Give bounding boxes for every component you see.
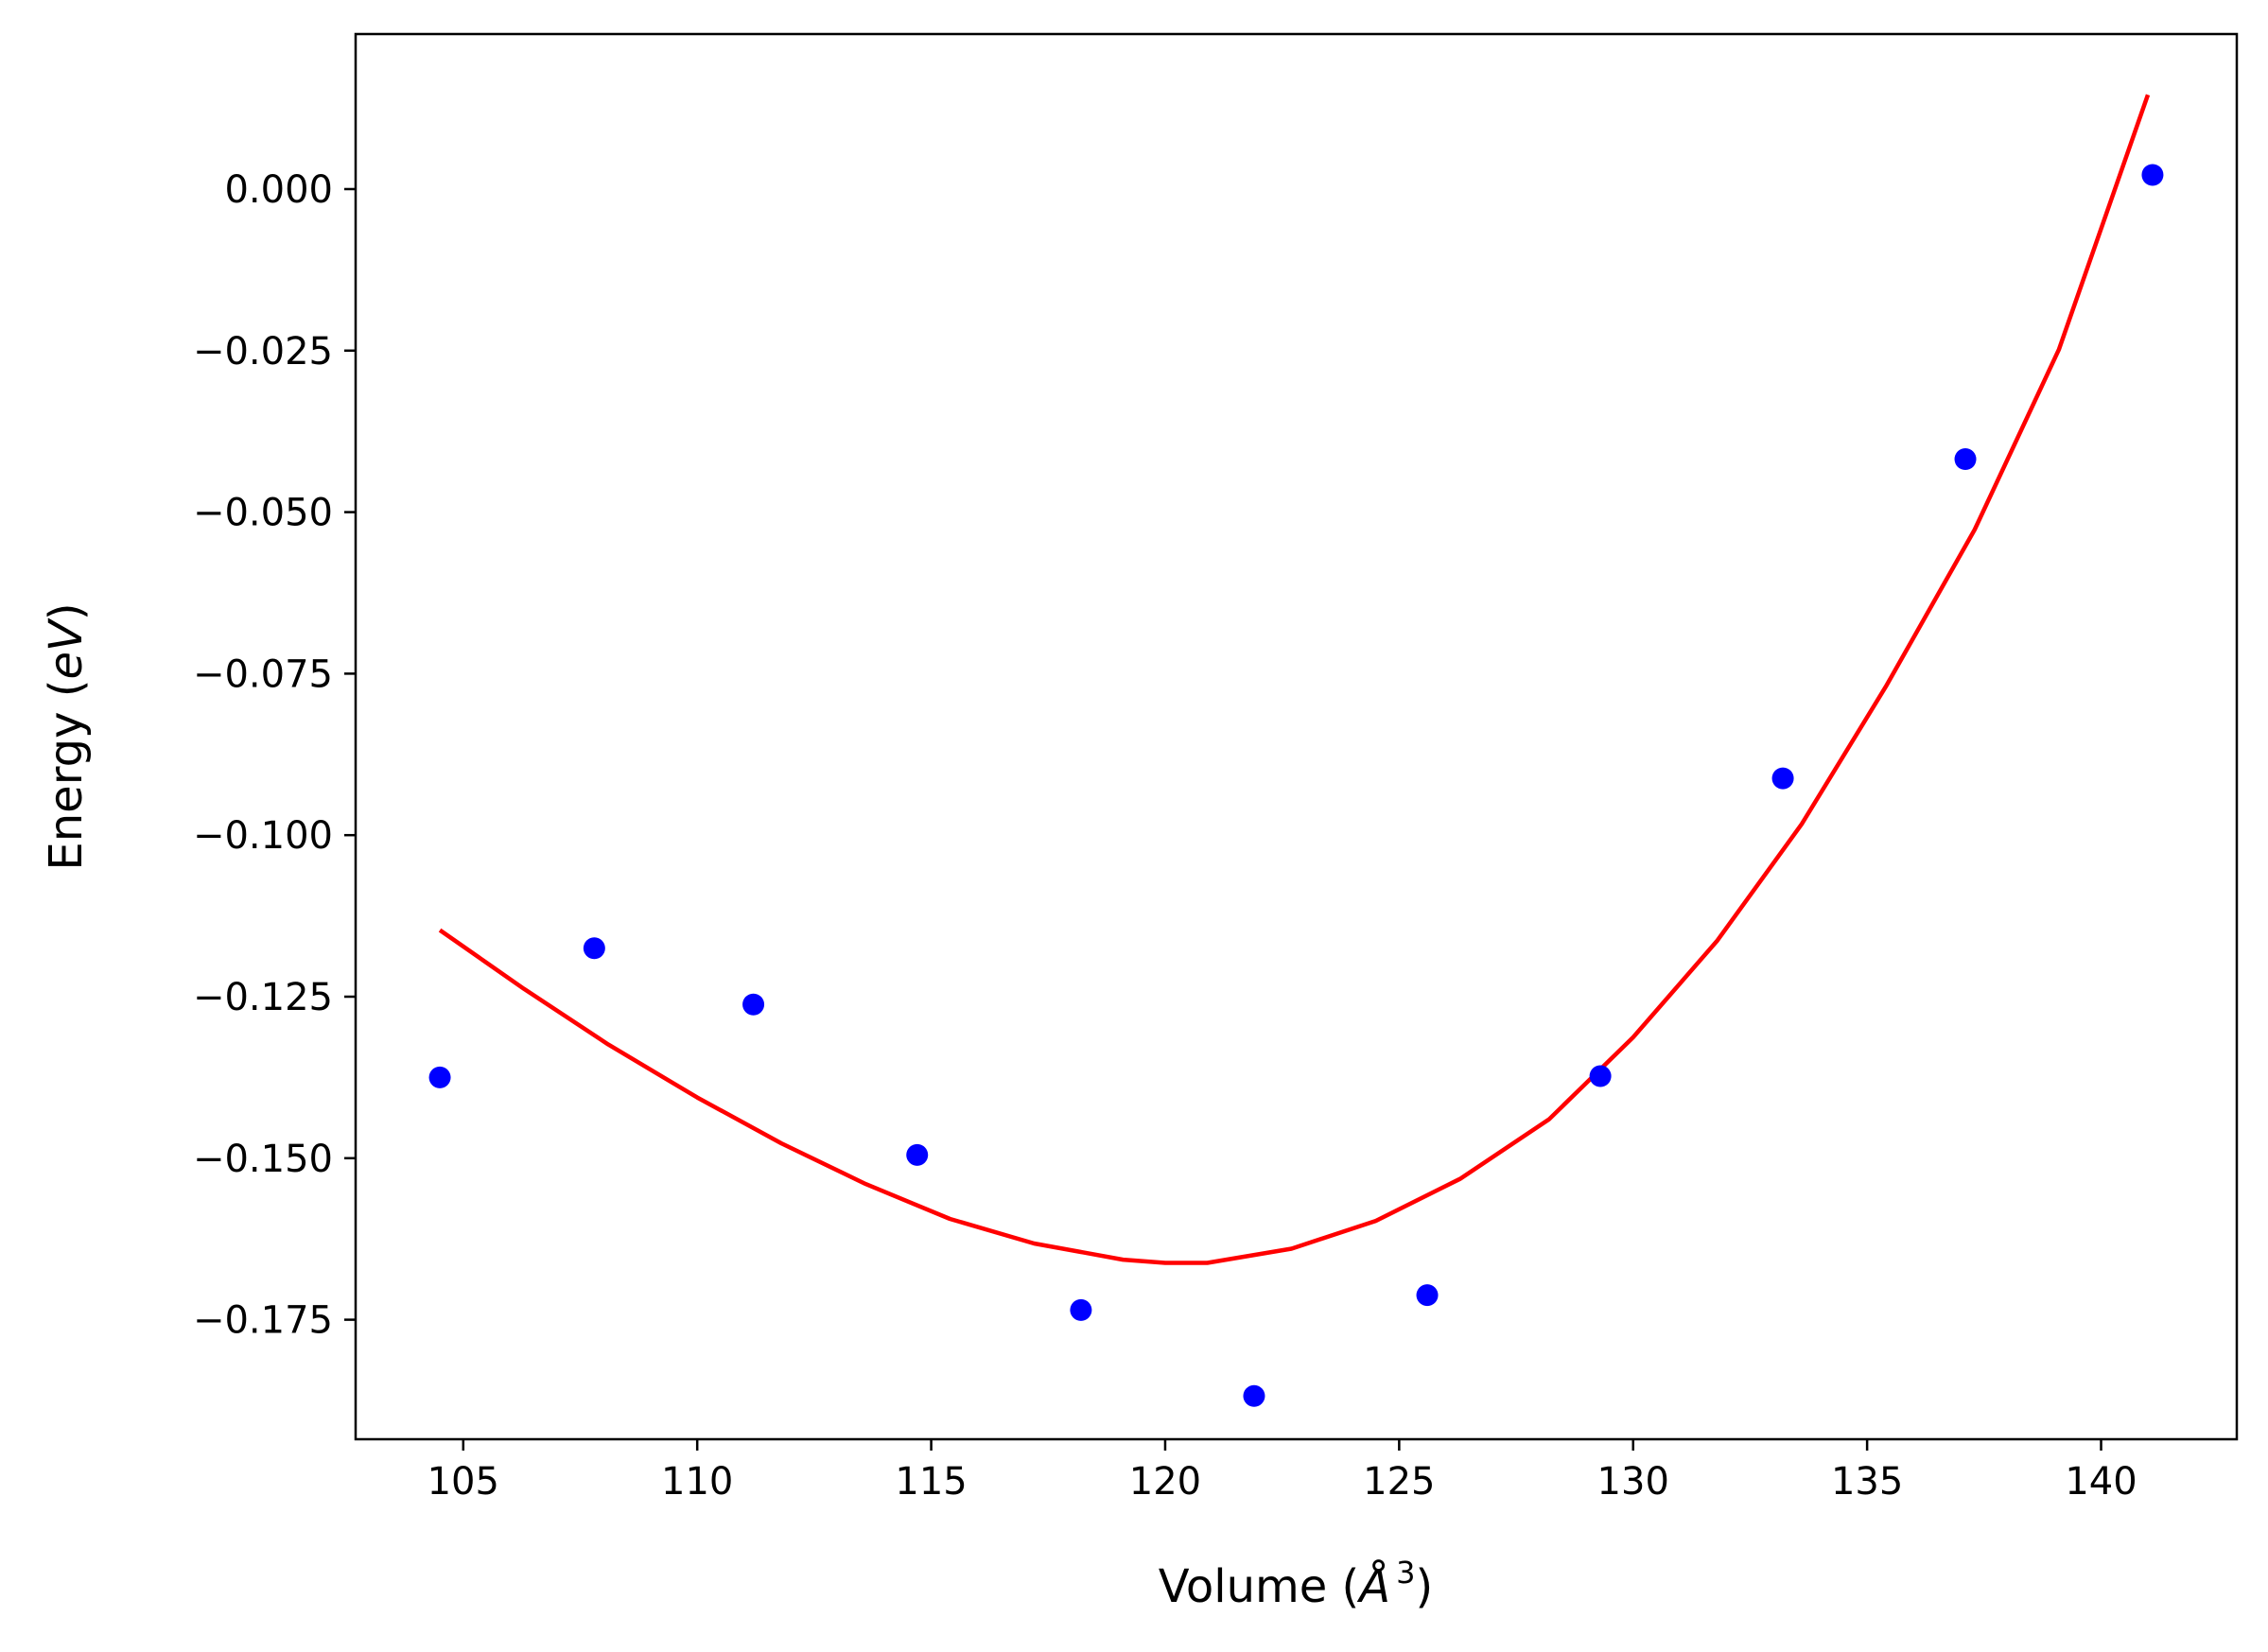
plot-frame bbox=[354, 32, 2239, 1441]
y-tick-label: −0.025 bbox=[193, 330, 333, 374]
data-point bbox=[2141, 164, 2164, 186]
x-tick-label: 135 bbox=[1831, 1460, 1903, 1504]
fit-curve-layer bbox=[438, 94, 2151, 1265]
y-axis-label-unit: eV bbox=[40, 617, 93, 680]
x-axis-label: Volume (Å 3) bbox=[1159, 1555, 1433, 1613]
data-point bbox=[1243, 1384, 1265, 1407]
x-tick-label: 115 bbox=[895, 1460, 967, 1504]
x-axis-ticks: 105 110 115 120 125 130 135 140 bbox=[427, 1439, 2137, 1504]
y-axis-label-close: ) bbox=[40, 602, 93, 620]
x-tick-label: 105 bbox=[427, 1460, 499, 1504]
y-axis-label: Energy (eV) bbox=[40, 602, 93, 870]
x-tick-label: 140 bbox=[2065, 1460, 2137, 1504]
data-point bbox=[1416, 1284, 1439, 1307]
x-axis-label-superscript: 3 bbox=[1396, 1555, 1415, 1591]
data-point bbox=[583, 937, 605, 960]
data-point bbox=[1771, 767, 1794, 790]
fit-curve bbox=[438, 94, 2151, 1265]
data-point bbox=[1070, 1298, 1092, 1321]
y-tick-label: −0.100 bbox=[193, 814, 333, 858]
y-axis-label-text: Energy ( bbox=[40, 680, 93, 871]
data-point bbox=[428, 1066, 451, 1088]
y-tick-label: −0.150 bbox=[193, 1138, 333, 1181]
x-tick-label: 110 bbox=[661, 1460, 733, 1504]
data-point bbox=[1954, 448, 1977, 471]
data-point bbox=[906, 1143, 929, 1166]
y-axis-ticks: 0.000 −0.025 −0.050 −0.075 −0.100 −0.125 −0.15… bbox=[193, 168, 356, 1343]
x-tick-label: 130 bbox=[1597, 1460, 1669, 1504]
data-point bbox=[1589, 1065, 1612, 1087]
x-axis-label-symbol: Å bbox=[1356, 1559, 1390, 1613]
x-axis-label-close: ) bbox=[1415, 1560, 1433, 1613]
x-tick-label: 125 bbox=[1363, 1460, 1435, 1504]
y-tick-label: −0.175 bbox=[193, 1299, 333, 1343]
x-tick-label: 120 bbox=[1129, 1460, 1201, 1504]
y-tick-label: −0.075 bbox=[193, 652, 333, 696]
data-points-layer bbox=[428, 164, 2164, 1407]
x-axis-label-text: Volume ( bbox=[1159, 1560, 1360, 1613]
y-tick-label: −0.050 bbox=[193, 492, 333, 535]
y-tick-label: −0.125 bbox=[193, 976, 333, 1019]
data-point bbox=[742, 993, 765, 1016]
y-tick-label: 0.000 bbox=[224, 168, 333, 212]
